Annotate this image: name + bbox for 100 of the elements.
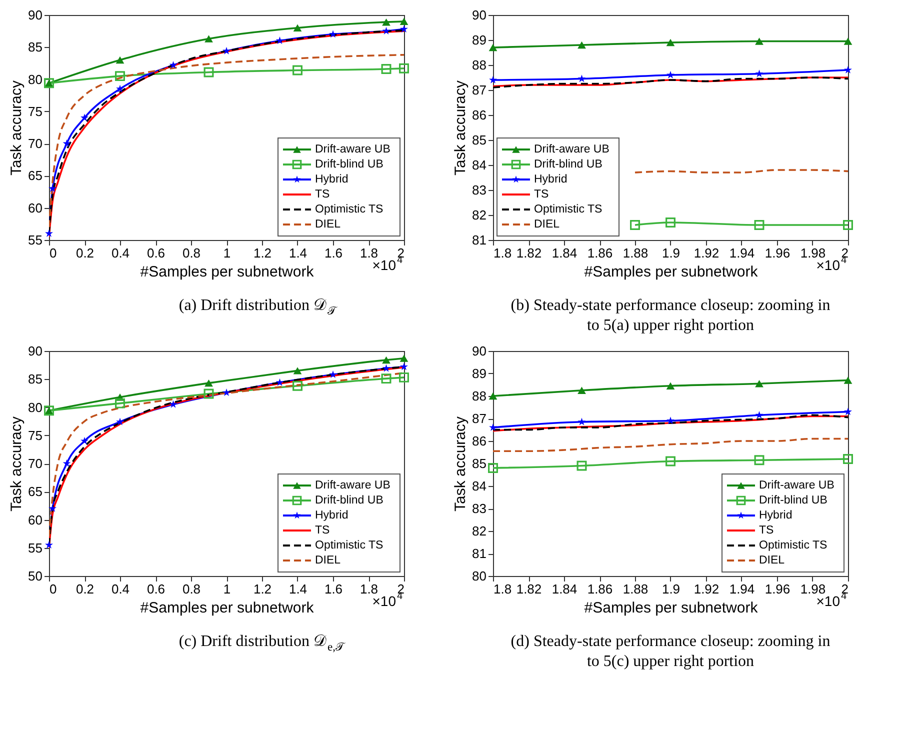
x-axis-title: #Samples per subnetwork	[584, 600, 758, 616]
legend-label: TS	[759, 524, 774, 536]
x-axis-title: #Samples per subnetwork	[140, 264, 314, 280]
y-tick-label: 55	[28, 540, 42, 556]
legend-label: Hybrid	[534, 174, 568, 186]
y-axis-title: Task accuracy	[8, 416, 26, 512]
x-tick-label: 1.4	[288, 582, 308, 596]
legend-label: Optimistic TS	[315, 204, 384, 216]
point	[489, 76, 497, 84]
point	[754, 220, 764, 230]
x-tick-label: 0.8	[182, 582, 201, 596]
point	[666, 456, 676, 466]
x-tick-label: 1.92	[694, 246, 720, 260]
y-tick-label: 60	[28, 512, 42, 528]
legend-label: DIEL	[534, 218, 560, 230]
y-tick-label: 82	[472, 208, 486, 222]
y-tick-label: 88	[472, 388, 486, 404]
x-tick-label: 1.88	[622, 246, 648, 260]
point	[382, 364, 390, 372]
point	[169, 60, 178, 69]
point	[488, 44, 498, 52]
point	[204, 379, 213, 387]
y-tick-label: 90	[472, 8, 486, 22]
x-tick-label: 0.4	[111, 246, 130, 260]
x-tick-label: 1.86	[587, 246, 613, 260]
point	[45, 540, 53, 548]
x-tick-label: 1.88	[622, 582, 648, 596]
point	[630, 220, 640, 230]
point	[204, 388, 214, 399]
point	[578, 74, 586, 82]
x-tick-label: 1.8	[360, 246, 378, 260]
point	[578, 41, 586, 49]
point	[755, 70, 764, 78]
x-tick-label: 1.2	[253, 582, 272, 596]
point	[400, 18, 408, 26]
y-tick-label: 90	[28, 8, 42, 22]
y-tick-label: 60	[28, 200, 42, 216]
x-tick-label: 1.6	[324, 582, 343, 596]
point	[204, 35, 213, 42]
y-tick-label: 81	[472, 546, 486, 561]
point	[666, 382, 675, 390]
x-tick-label: 0.8	[182, 246, 201, 260]
y-tick-label: 70	[28, 456, 42, 471]
point	[576, 460, 587, 471]
y-tick-label: 89	[472, 32, 486, 48]
y-tick-label: 90	[472, 344, 486, 358]
legend-label: TS	[315, 188, 330, 200]
point	[666, 416, 674, 424]
y-tick-label: 70	[28, 136, 42, 152]
x-axis-title: #Samples per subnetwork	[584, 264, 758, 280]
legend-label: Drift-blind UB	[315, 494, 384, 506]
point	[80, 114, 88, 122]
y-tick-label: 75	[28, 104, 42, 119]
point	[844, 38, 852, 45]
y-tick-label: 80	[472, 568, 486, 584]
x-tick-label: 1.96	[764, 582, 790, 596]
point	[844, 376, 852, 384]
legend-label: TS	[315, 524, 330, 536]
y-axis-title: Task accuracy	[8, 80, 26, 176]
y-tick-label: 65	[28, 168, 42, 184]
x-tick-label: 1.86	[587, 582, 613, 596]
x-tick-label: 1.8	[494, 582, 512, 596]
y-tick-label: 85	[472, 132, 486, 148]
y-tick-label: 89	[472, 366, 486, 381]
text: (b) Steady-state performance closeup: zooming in to 5(a) upper right portion	[510, 297, 830, 334]
y-tick-label: 87	[472, 411, 486, 426]
point	[292, 65, 302, 76]
x-tick-label: 1.94	[729, 246, 755, 260]
y-tick-label: 85	[472, 456, 486, 471]
legend-label: Drift-aware UB	[534, 144, 610, 156]
y-tick-label: 80	[28, 400, 42, 415]
point	[45, 229, 53, 237]
point	[843, 454, 853, 464]
point	[48, 504, 57, 512]
legend-label: Hybrid	[315, 510, 348, 522]
legend-label: Drift-blind UB	[315, 158, 384, 170]
x-tick-label: 1.2	[253, 246, 272, 260]
x-tick-label: 1.9	[662, 246, 680, 260]
y-tick-label: 83	[472, 501, 486, 516]
x-tick-label: 1	[223, 582, 231, 596]
x-tick-label: 1.96	[764, 246, 790, 260]
legend-label: Drift-aware UB	[315, 480, 391, 492]
legend-label: DIEL	[315, 218, 342, 230]
point	[578, 386, 586, 394]
x-tick-label: 0.6	[146, 246, 166, 260]
y-axis-title: Task accuracy	[452, 80, 470, 176]
x-tick-label: 1.4	[288, 246, 308, 260]
y-tick-label: 86	[472, 434, 486, 448]
x-tick-label: 1.9	[662, 582, 680, 596]
point	[843, 220, 853, 230]
legend-label: Hybrid	[759, 510, 792, 522]
x-tick-label: 1.8	[360, 582, 378, 596]
point	[116, 418, 124, 426]
y-tick-label: 75	[28, 428, 42, 443]
point	[382, 26, 390, 34]
line-series	[493, 438, 848, 452]
point	[381, 64, 392, 74]
y-tick-label: 88	[472, 58, 486, 72]
x-tick-label: 1.6	[324, 246, 343, 260]
y-tick-label: 85	[28, 372, 42, 387]
